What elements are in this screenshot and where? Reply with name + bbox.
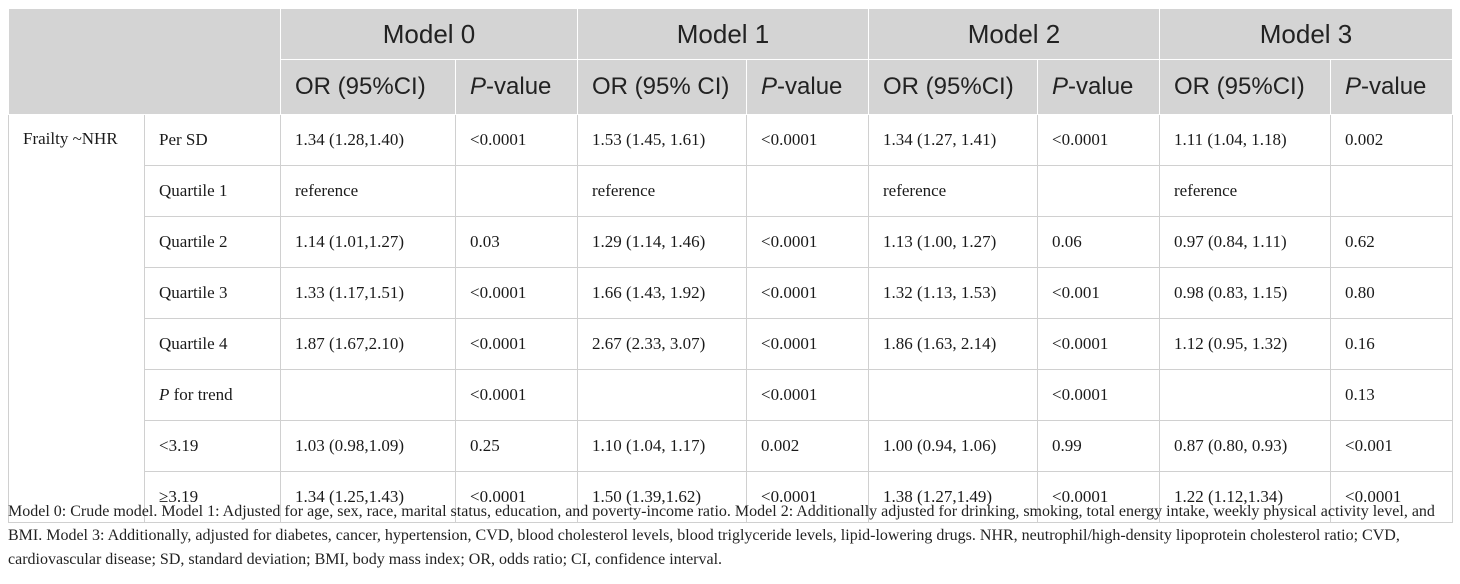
- table-cell: 0.87 (0.80, 0.93): [1159, 420, 1331, 472]
- row-label: Quartile 2: [144, 216, 281, 268]
- table-cell: 1.12 (0.95, 1.32): [1159, 318, 1331, 370]
- table-cell: 0.25: [455, 420, 578, 472]
- table-cell: 0.62: [1330, 216, 1453, 268]
- row-label: <3.19: [144, 420, 281, 472]
- table-cell: 0.80: [1330, 267, 1453, 319]
- table-cell: 1.38 (1.27,1.49): [868, 471, 1038, 523]
- table-cell: <0.0001: [455, 471, 578, 523]
- table-cell: [1159, 369, 1331, 421]
- table-cell: 1.34 (1.25,1.43): [280, 471, 456, 523]
- table-cell: <0.001: [1330, 420, 1453, 472]
- table-cell: [280, 369, 456, 421]
- table-cell: <0.0001: [1330, 471, 1453, 523]
- table-row: <3.19 1.03 (0.98,1.09) 0.25 1.10 (1.04, …: [9, 420, 1453, 472]
- row-label: Quartile 4: [144, 318, 281, 370]
- table-row: Quartile 1 reference reference reference…: [9, 165, 1453, 217]
- table-cell: 0.002: [1330, 114, 1453, 166]
- table-cell: reference: [868, 165, 1038, 217]
- results-table: Model 0 Model 1 Model 2 Model 3 OR (95%C…: [8, 8, 1453, 523]
- table-cell: <0.0001: [455, 369, 578, 421]
- table-cell: <0.0001: [746, 216, 869, 268]
- table-cell: [746, 165, 869, 217]
- table-cell: [1330, 165, 1453, 217]
- table-cell: <0.001: [1037, 267, 1160, 319]
- table-cell: <0.0001: [455, 114, 578, 166]
- table-cell: reference: [1159, 165, 1331, 217]
- model-2-header: Model 2: [868, 8, 1160, 60]
- p-value-header: P-value: [455, 59, 578, 115]
- table-cell: <0.0001: [455, 267, 578, 319]
- table-cell: 0.03: [455, 216, 578, 268]
- table-cell: 1.00 (0.94, 1.06): [868, 420, 1038, 472]
- table-cell: 1.53 (1.45, 1.61): [577, 114, 747, 166]
- model-3-header: Model 3: [1159, 8, 1453, 60]
- table-cell: <0.0001: [746, 318, 869, 370]
- table-cell: <0.0001: [746, 369, 869, 421]
- p-value-header: P-value: [1037, 59, 1160, 115]
- subheader-row: OR (95%CI) P-value OR (95% CI) P-value O…: [9, 59, 1453, 115]
- table-cell: reference: [280, 165, 456, 217]
- table-cell: 1.32 (1.13, 1.53): [868, 267, 1038, 319]
- p-value-header: P-value: [1330, 59, 1453, 115]
- row-label: Quartile 3: [144, 267, 281, 319]
- table-cell: 1.14 (1.01,1.27): [280, 216, 456, 268]
- row-label: Per SD: [144, 114, 281, 166]
- table-row: Frailty ~NHR Per SD 1.34 (1.28,1.40) <0.…: [8, 114, 1453, 523]
- table-footnote: Model 0: Crude model. Model 1: Adjusted …: [8, 503, 1435, 568]
- row-label: P for trend: [144, 369, 281, 421]
- or-header: OR (95%CI): [868, 59, 1038, 115]
- table-row: P for trend <0.0001 <0.0001 <0.0001 0.13: [9, 369, 1453, 421]
- header-corner: [8, 8, 281, 115]
- table-cell: 0.97 (0.84, 1.11): [1159, 216, 1331, 268]
- table-cell: <0.0001: [1037, 114, 1160, 166]
- or-header: OR (95% CI): [577, 59, 747, 115]
- results-table-container: Model 0 Model 1 Model 2 Model 3 OR (95%C…: [8, 8, 1453, 523]
- model-0-header: Model 0: [280, 8, 578, 60]
- table-cell: 0.002: [746, 420, 869, 472]
- table-cell: 1.33 (1.17,1.51): [280, 267, 456, 319]
- row-label: ≥3.19: [144, 471, 281, 523]
- model-header-row: Model 0 Model 1 Model 2 Model 3: [8, 8, 1453, 115]
- table-cell: [868, 369, 1038, 421]
- table-cell: 1.10 (1.04, 1.17): [577, 420, 747, 472]
- table-cell: 1.87 (1.67,2.10): [280, 318, 456, 370]
- table-cell: 0.13: [1330, 369, 1453, 421]
- table-cell: [1037, 165, 1160, 217]
- table-cell: [577, 369, 747, 421]
- table-cell: 1.34 (1.28,1.40): [280, 114, 456, 166]
- p-value-header: P-value: [746, 59, 869, 115]
- table-cell: 1.13 (1.00, 1.27): [868, 216, 1038, 268]
- table-cell: 1.34 (1.27, 1.41): [868, 114, 1038, 166]
- table-cell: 1.66 (1.43, 1.92): [577, 267, 747, 319]
- table-row: Quartile 3 1.33 (1.17,1.51) <0.0001 1.66…: [9, 267, 1453, 319]
- table-cell: <0.0001: [746, 471, 869, 523]
- row-label: Quartile 1: [144, 165, 281, 217]
- table-cell: 1.86 (1.63, 2.14): [868, 318, 1038, 370]
- group-label: Frailty ~NHR: [8, 114, 145, 523]
- table-row: ≥3.19 1.34 (1.25,1.43) <0.0001 1.50 (1.3…: [9, 471, 1453, 523]
- model-1-header: Model 1: [577, 8, 869, 60]
- table-cell: 1.11 (1.04, 1.18): [1159, 114, 1331, 166]
- table-cell: <0.0001: [1037, 471, 1160, 523]
- table-cell: 0.06: [1037, 216, 1160, 268]
- or-header: OR (95%CI): [1159, 59, 1331, 115]
- table-row: Quartile 4 1.87 (1.67,2.10) <0.0001 2.67…: [9, 318, 1453, 370]
- table-cell: <0.0001: [1037, 318, 1160, 370]
- table-cell: <0.0001: [1037, 369, 1160, 421]
- table-row: Quartile 2 1.14 (1.01,1.27) 0.03 1.29 (1…: [9, 216, 1453, 268]
- table-cell: 2.67 (2.33, 3.07): [577, 318, 747, 370]
- table-cell: <0.0001: [455, 318, 578, 370]
- table-cell: 1.03 (0.98,1.09): [280, 420, 456, 472]
- table-cell: <0.0001: [746, 267, 869, 319]
- table-cell: 0.99: [1037, 420, 1160, 472]
- table-cell: 0.16: [1330, 318, 1453, 370]
- table-cell: 1.29 (1.14, 1.46): [577, 216, 747, 268]
- table-cell: reference: [577, 165, 747, 217]
- table-cell: 0.98 (0.83, 1.15): [1159, 267, 1331, 319]
- table-cell: <0.0001: [746, 114, 869, 166]
- table-cell: 1.22 (1.12,1.34): [1159, 471, 1331, 523]
- table-cell: 1.50 (1.39,1.62): [577, 471, 747, 523]
- or-header: OR (95%CI): [280, 59, 456, 115]
- table-cell: [455, 165, 578, 217]
